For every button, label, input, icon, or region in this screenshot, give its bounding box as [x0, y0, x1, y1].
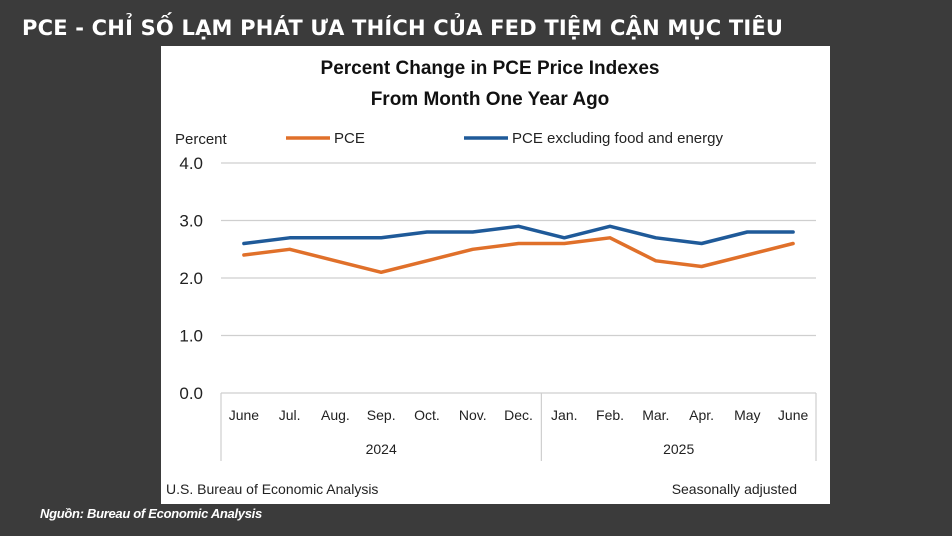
core-pce-series-line — [242, 224, 795, 246]
slide-title: PCE - CHỈ SỐ LẠM PHÁT ƯA THÍCH CỦA FED T… — [22, 16, 784, 40]
y-tick-label: 4.0 — [179, 154, 203, 173]
chart-title: Percent Change in PCE Price Indexes — [321, 58, 660, 79]
footer-adjustment-text: Seasonally adjusted — [672, 481, 797, 497]
chart-subtitle: From Month One Year Ago — [371, 89, 610, 110]
x-tick-label: June — [229, 407, 260, 423]
x-tick-label: Nov. — [459, 407, 487, 423]
legend-label: PCE excluding food and energy — [512, 130, 723, 147]
legend: PCE PCE excluding food and energy — [286, 130, 723, 147]
y-tick-label: 1.0 — [179, 327, 203, 346]
slide-source-note: Nguồn: Bureau of Economic Analysis — [40, 506, 262, 521]
x-tick-label: Jul. — [279, 407, 301, 423]
y-tick-label: 3.0 — [179, 212, 203, 231]
y-tick-label: 0.0 — [179, 384, 203, 403]
series-lines — [242, 224, 795, 275]
y-tick-label: 2.0 — [179, 269, 203, 288]
x-tick-label: Jan. — [551, 407, 577, 423]
x-axis: June Jul. Aug. Sep. Oct. Nov. Dec. Jan. Feb. Mar.… — [220, 393, 817, 461]
x-tick-label: Oct. — [414, 407, 440, 423]
x-tick-label: Mar. — [642, 407, 669, 423]
x-tick-label: Apr. — [689, 407, 714, 423]
chart-panel: Percent Change in PCE Price Indexes From… — [161, 46, 830, 504]
pce-series-line — [242, 236, 795, 275]
y-tick-labels: 4.0 3.0 2.0 1.0 0.0 — [179, 154, 203, 403]
pce-line-chart: Percent Change in PCE Price Indexes From… — [166, 58, 817, 497]
year-label: 2024 — [366, 441, 397, 457]
x-tick-label: Dec. — [504, 407, 533, 423]
legend-label: PCE — [334, 130, 365, 147]
x-tick-label: Aug. — [321, 407, 350, 423]
y-axis-label: Percent — [175, 131, 228, 148]
grid-lines — [221, 162, 816, 394]
x-tick-label: Feb. — [596, 407, 624, 423]
x-tick-label: Sep. — [367, 407, 396, 423]
x-tick-label: May — [734, 407, 760, 423]
x-tick-label: June — [778, 407, 809, 423]
footer-source-text: U.S. Bureau of Economic Analysis — [166, 481, 378, 497]
year-label: 2025 — [663, 441, 694, 457]
